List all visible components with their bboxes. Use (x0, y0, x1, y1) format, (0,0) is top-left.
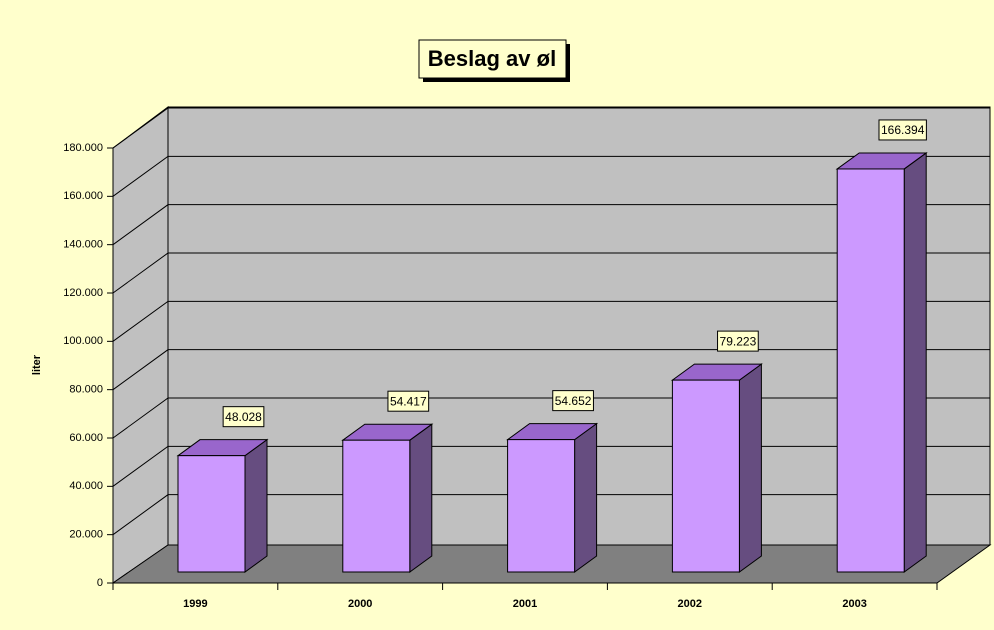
x-tick-label: 2002 (678, 598, 702, 610)
bar (342, 439, 411, 573)
grid-line (112, 204, 990, 246)
y-tick-label: 180.000 (63, 142, 103, 154)
y-tick-label: 120.000 (63, 287, 103, 299)
value-label-box (878, 119, 927, 141)
grid-line (112, 252, 990, 294)
grid-line (112, 300, 990, 342)
value-label-box (387, 390, 430, 412)
value-label: 48.028 (225, 410, 262, 424)
value-label: 79.223 (720, 334, 757, 348)
grid-line (112, 155, 990, 197)
x-tick-label: 2000 (348, 598, 372, 610)
y-axis-label: liter (31, 354, 43, 375)
marks: 48.028 54.417 54.652 79.223 166.394 (176, 119, 928, 573)
x-tick-label: 2001 (513, 598, 537, 610)
bar-side (244, 438, 268, 573)
x-tick-label: 2003 (842, 598, 866, 610)
y-tick-label: 60.000 (69, 432, 103, 444)
side-wall (112, 106, 169, 584)
title-box (418, 39, 567, 79)
y-tick-label: 160.000 (63, 190, 103, 202)
grid-line (112, 349, 990, 391)
bar (177, 455, 246, 573)
y-tick-label: 40.000 (69, 480, 103, 492)
chart-title: Beslag av øl (428, 46, 556, 71)
y-tick-label: 140.000 (63, 239, 103, 251)
bar (507, 439, 576, 573)
bar-side (903, 151, 927, 573)
bar-side (738, 363, 762, 573)
value-label: 54.652 (555, 394, 592, 408)
y-tick-label: 20.000 (69, 529, 103, 541)
grid-line (112, 107, 990, 149)
y-tick-label: 0 (97, 577, 103, 589)
value-label: 166.394 (881, 123, 925, 137)
value-label-box (717, 330, 759, 352)
y-tick-label: 80.000 (69, 384, 103, 396)
value-label-box (222, 406, 265, 428)
bar (671, 379, 740, 573)
bar (836, 168, 905, 573)
x-tick-label: 1999 (183, 598, 207, 610)
value-label-box (552, 390, 594, 412)
y-tick-label: 100.000 (63, 335, 103, 347)
bar-side (409, 423, 433, 573)
value-label: 54.417 (390, 394, 427, 408)
bar-side (574, 422, 598, 573)
